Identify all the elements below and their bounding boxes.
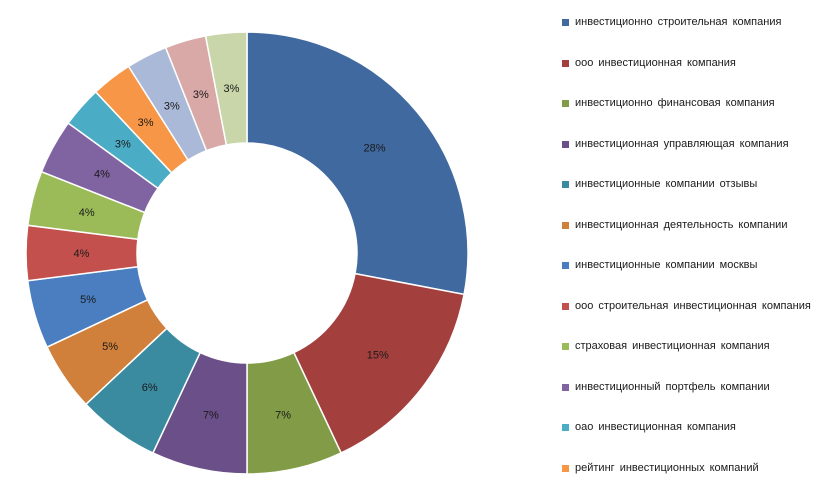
legend-swatch: [562, 222, 569, 229]
slice-value-label: 5%: [102, 341, 118, 353]
slice-value-label: 4%: [79, 207, 95, 219]
legend-swatch: [562, 19, 569, 26]
legend-label: инвестиционный портфель компании: [575, 379, 770, 395]
slice-value-label: 28%: [364, 143, 386, 155]
legend-item: инвестиционно строительная компания: [562, 14, 834, 55]
legend-item: инвестиционные компании москвы: [562, 257, 834, 298]
legend-item: оао инвестиционная компания: [562, 419, 834, 460]
slice-value-label: 6%: [142, 382, 158, 394]
legend-item: инвестиционная управляющая компания: [562, 136, 834, 177]
legend-swatch: [562, 100, 569, 107]
legend-swatch: [562, 424, 569, 431]
slice-value-label: 3%: [193, 89, 209, 101]
legend-item: ооо строительная инвестиционная компания: [562, 298, 834, 339]
legend-item: инвестиционный портфель компании: [562, 379, 834, 420]
legend-label: оао инвестиционная компания: [575, 419, 736, 435]
legend-swatch: [562, 465, 569, 472]
legend-item: инвестиционная деятельность компании: [562, 217, 834, 258]
legend-label: инвестиционная управляющая компания: [575, 136, 789, 152]
slice-value-label: 4%: [74, 248, 90, 260]
legend-swatch: [562, 303, 569, 310]
slice-value-label: 5%: [80, 294, 96, 306]
legend-label: страховая инвестиционная компания: [575, 338, 770, 354]
donut-slice: [247, 32, 468, 294]
legend-item: инвестиционные компании отзывы: [562, 176, 834, 217]
slice-value-label: 7%: [203, 410, 219, 422]
legend-item: страховая инвестиционная компания: [562, 338, 834, 379]
legend-swatch: [562, 343, 569, 350]
slice-value-label: 3%: [164, 101, 180, 113]
slice-value-label: 15%: [367, 349, 389, 361]
legend-label: ооо инвестиционная компания: [575, 55, 736, 71]
legend-label: рейтинг инвестиционных компаний: [575, 460, 759, 476]
legend-item: ооо инвестиционная компания: [562, 55, 834, 96]
slice-value-label: 3%: [138, 117, 154, 129]
legend-label: инвестиционные компании москвы: [575, 257, 757, 273]
legend-label: инвестиционные компании отзывы: [575, 176, 757, 192]
legend-item: рейтинг инвестиционных компаний: [562, 460, 834, 500]
legend-swatch: [562, 141, 569, 148]
legend-swatch: [562, 384, 569, 391]
legend-label: инвестиционно строительная компания: [575, 14, 781, 30]
slice-value-label: 3%: [223, 83, 239, 95]
legend-item: инвестиционно финансовая компания: [562, 95, 834, 136]
slice-value-label: 4%: [94, 168, 110, 180]
legend-label: инвестиционная деятельность компании: [575, 217, 787, 233]
slice-value-label: 7%: [275, 410, 291, 422]
slice-value-label: 3%: [115, 139, 131, 151]
legend-swatch: [562, 262, 569, 269]
legend-swatch: [562, 181, 569, 188]
legend-label: инвестиционно финансовая компания: [575, 95, 775, 111]
legend-swatch: [562, 60, 569, 67]
donut-slices: [26, 32, 468, 474]
chart-legend: инвестиционно строительная компания ооо и…: [562, 14, 834, 500]
legend-label: ооо строительная инвестиционная компания: [575, 298, 811, 314]
